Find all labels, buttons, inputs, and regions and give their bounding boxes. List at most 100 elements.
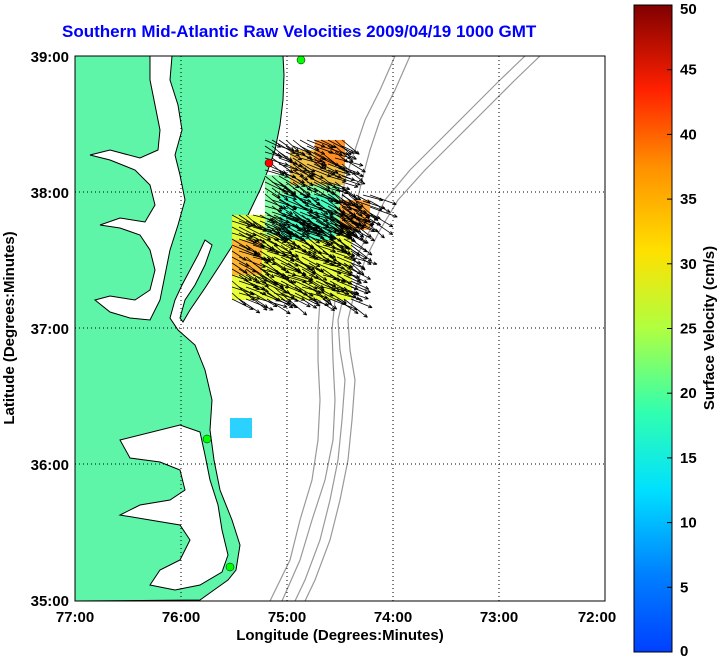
velocity-arrow — [299, 163, 315, 177]
station-marker — [264, 158, 274, 168]
velocity-arrow — [271, 229, 287, 241]
colorbar-tick-label: 20 — [680, 385, 697, 402]
velocity-arrow — [308, 268, 328, 281]
velocity-arrow — [343, 298, 368, 318]
x-tick-labels: 77:00 76:00 75:00 74:00 73:00 72:00 — [56, 609, 616, 626]
velocity-arrow — [341, 169, 364, 178]
velocity-arrow — [336, 250, 356, 257]
y-tick-labels: 39:00 38:00 37:00 36:00 35:00 — [31, 49, 69, 610]
velocity-arrow — [336, 298, 359, 314]
y-axis-label: Latitude (Degrees:Minutes) — [1, 231, 18, 424]
velocity-arrow — [285, 229, 305, 242]
velocity-arrow — [350, 292, 369, 300]
velocity-arrow — [287, 298, 308, 316]
velocity-arrow — [313, 223, 333, 238]
velocity-arrow — [301, 244, 317, 254]
velocity-arrow — [350, 268, 371, 280]
velocity-arrow — [350, 274, 368, 284]
velocity-arrow — [341, 181, 359, 188]
velocity-arrow — [341, 145, 358, 154]
station-marker — [225, 562, 235, 572]
x-tick-label: 73:00 — [480, 609, 518, 626]
velocity-arrow — [343, 250, 366, 271]
velocity-arrow — [252, 298, 268, 311]
velocity-arrow — [355, 224, 372, 238]
velocity-arrow — [252, 280, 269, 288]
velocity-arrow — [322, 298, 338, 310]
velocity-arrow — [308, 292, 329, 299]
velocity-arrow — [369, 218, 394, 236]
colorbar-tick-label: 25 — [680, 321, 697, 338]
x-tick-label: 75:00 — [268, 609, 306, 626]
grid-lines — [75, 56, 605, 601]
y-tick-label: 35:00 — [31, 593, 69, 610]
colorbar-tick-label: 10 — [680, 515, 697, 532]
colorbar — [633, 4, 673, 653]
chesapeake-bay — [89, 56, 186, 321]
velocity-arrow — [292, 157, 316, 173]
pamlico-sound — [118, 424, 229, 591]
x-tick-label: 72:00 — [578, 609, 616, 626]
velocity-arrow — [343, 292, 364, 302]
velocity-arrow — [301, 298, 318, 309]
velocity-arrow — [231, 268, 253, 281]
velocity-arrow — [238, 292, 261, 300]
map-title: Southern Mid-Atlantic Raw Velocities 200… — [62, 22, 537, 41]
velocity-arrow — [315, 298, 336, 312]
velocity-arrow — [292, 229, 310, 239]
station-marker — [296, 56, 306, 65]
velocity-arrow — [313, 229, 336, 250]
velocity-arrow — [266, 298, 291, 315]
velocity-arrow — [285, 139, 300, 152]
velocity-arrow — [350, 298, 373, 309]
velocity-arrow — [273, 226, 293, 240]
velocity-arrow — [334, 169, 351, 176]
y-tick-label: 36:00 — [31, 457, 69, 474]
x-axis-label: Longitude (Degrees:Minutes) — [236, 627, 444, 644]
velocity-arrow — [369, 206, 398, 218]
velocity-arrow — [369, 224, 385, 239]
velocity-arrow — [294, 298, 311, 308]
velocity-arrow — [299, 193, 320, 201]
velocity-arrow — [343, 256, 362, 265]
velocity-arrow — [273, 274, 297, 284]
station-marker — [202, 434, 212, 444]
plot-frame — [74, 55, 606, 602]
velocity-arrow — [336, 244, 351, 255]
velocity-arrow — [299, 229, 320, 244]
velocity-arrow — [334, 224, 356, 242]
velocity-arrow — [341, 175, 366, 185]
colorbar-tick-label: 5 — [680, 579, 688, 596]
velocity-arrow — [350, 286, 369, 295]
velocity-arrow — [294, 292, 321, 307]
velocity-arrow — [348, 218, 365, 228]
colorbar-tick-label: 15 — [680, 450, 697, 467]
y-tick-label: 39:00 — [31, 49, 69, 66]
velocity-arrow — [285, 193, 312, 203]
velocity-vectors — [231, 139, 398, 318]
x-tick-label: 77:00 — [56, 609, 94, 626]
velocity-arrow — [327, 181, 351, 191]
x-tick-label: 74:00 — [374, 609, 412, 626]
velocity-arrow — [341, 224, 359, 238]
velocity-arrow — [369, 212, 394, 228]
y-tick-label: 38:00 — [31, 185, 69, 202]
velocity-arrow — [341, 194, 359, 206]
velocity-arrow — [341, 151, 357, 160]
velocity-arrow — [334, 175, 361, 186]
velocity-arrow — [369, 200, 391, 213]
velocity-arrow — [273, 238, 294, 251]
colorbar-tick-label: 30 — [680, 256, 697, 273]
y-tick-label: 37:00 — [31, 321, 69, 338]
colorbar-ticks: 0 5 10 15 20 25 30 35 40 45 50 — [667, 1, 697, 659]
x-tick-label: 76:00 — [162, 609, 200, 626]
colorbar-tick-label: 45 — [680, 62, 697, 79]
velocity-arrow — [334, 145, 354, 163]
colorbar-label: Surface Velocity (cm/s) — [701, 246, 718, 410]
velocity-arrow — [299, 205, 321, 218]
colorbar-tick-label: 0 — [680, 643, 688, 659]
colorbar-tick-label: 50 — [680, 1, 697, 18]
velocity-arrow — [320, 229, 334, 242]
colorbar-tick-label: 35 — [680, 191, 697, 208]
